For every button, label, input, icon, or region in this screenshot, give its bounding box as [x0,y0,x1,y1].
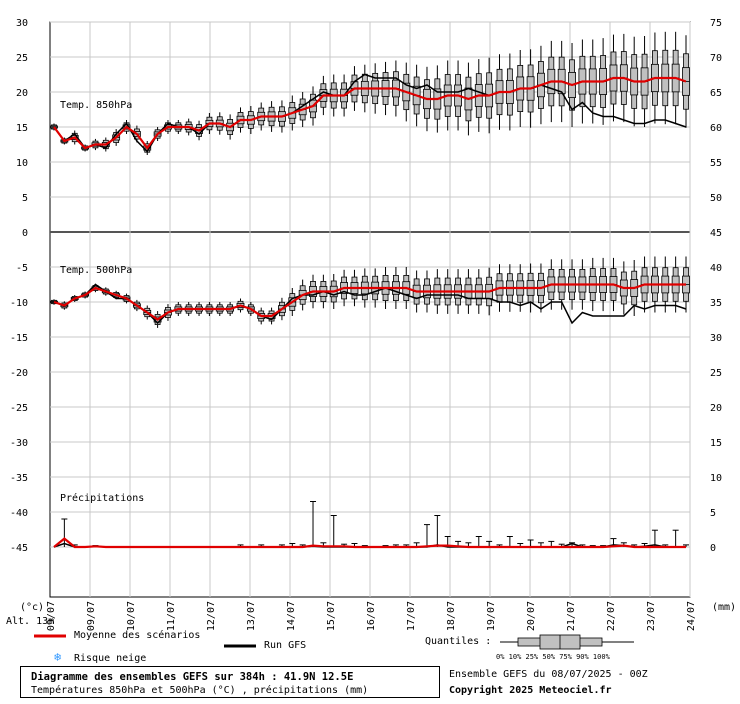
date-tick-label: 19/07 [486,601,497,631]
left-tick-label: -5 [16,263,28,274]
t500-mean-line [53,283,686,321]
date-tick-label: 20/07 [526,601,537,631]
chart-subtitle: Températures 850hPa et 500hPa (°C) , pré… [31,685,369,696]
right-tick-label: 25 [710,368,722,379]
panel-label-precip: Précipitations [60,492,144,504]
date-tick-label: 09/07 [46,601,57,631]
right-tick-label: 5 [710,508,716,519]
t850-mean-line [53,76,687,150]
date-tick-label: 18/07 [446,601,457,631]
right-tick-label: 45 [710,228,722,239]
right-unit-label: (mm) [712,602,736,613]
right-tick-label: 35 [710,298,722,309]
right-tick-label: 75 [710,18,722,29]
panel-label-t850: Temp. 850hPa [60,100,132,111]
quantile-ticks: 0% 10% 25% 50% 75% 90% 100% [496,653,610,661]
quantiles-label: Quantiles : [425,636,492,647]
date-tick-label: 13/07 [246,601,257,631]
right-tick-label: 55 [710,158,722,169]
snowflake-icon: ❄ [54,650,62,664]
date-tick-label: 16/07 [366,601,377,631]
right-tick-label: 10 [710,473,722,484]
date-tick-label: 10/07 [126,601,137,631]
right-tick-label: 60 [710,123,722,134]
date-tick-label: 21/07 [566,601,577,631]
left-tick-label: -15 [10,333,28,344]
date-tick-label: 22/07 [606,601,617,631]
date-tick-label: 24/07 [686,601,697,631]
left-tick-label: 15 [16,123,28,134]
date-tick-label: 14/07 [286,601,297,631]
right-tick-label: 30 [710,333,722,344]
date-tick-label: 23/07 [646,601,657,631]
right-tick-label: 15 [710,438,722,449]
left-tick-label: -30 [10,438,28,449]
right-tick-label: 20 [710,403,722,414]
precip-mean-line [53,537,686,549]
left-tick-label: -20 [10,368,28,379]
right-tick-label: 50 [710,193,722,204]
date-tick-label: 12/07 [206,601,217,631]
copyright: Copyright 2025 Meteociel.fr [449,685,612,696]
left-tick-label: 5 [22,193,28,204]
t500-gfs-line [53,283,687,325]
date-tick-label: 15/07 [326,601,337,631]
left-tick-label: -25 [10,403,28,414]
chart-title: Diagramme des ensembles GEFS sur 384h : … [31,671,354,683]
left-tick-label: 25 [16,53,28,64]
left-tick-label: -10 [10,298,28,309]
date-tick-label: 09/07 [86,601,97,631]
legend-snow-label: Risque neige [74,653,147,664]
left-tick-label: 0 [22,228,28,239]
left-tick-label: 10 [16,158,28,169]
date-tick-label: 11/07 [166,601,177,631]
altitude-label: Alt. 13m [6,616,55,627]
legend-gfs-label: Run GFS [264,640,307,651]
left-tick-label: -35 [10,473,28,484]
panel-label-t500: Temp. 500hPa [60,265,132,276]
right-tick-label: 0 [710,543,716,554]
left-tick-label: -40 [10,508,28,519]
left-tick-label: 20 [16,88,28,99]
legend-mean-label: Moyenne des scénarios [74,630,201,641]
date-tick-label: 17/07 [406,601,417,631]
left-tick-label: -45 [10,543,28,554]
left-unit-label: (°c) [20,602,44,613]
run-info: Ensemble GEFS du 08/07/2025 - 00Z [449,669,648,680]
title-box: Diagramme des ensembles GEFS sur 384h : … [20,666,440,698]
right-tick-label: 40 [710,263,722,274]
right-tick-label: 70 [710,53,722,64]
left-tick-label: 30 [16,18,28,29]
right-tick-label: 65 [710,88,722,99]
